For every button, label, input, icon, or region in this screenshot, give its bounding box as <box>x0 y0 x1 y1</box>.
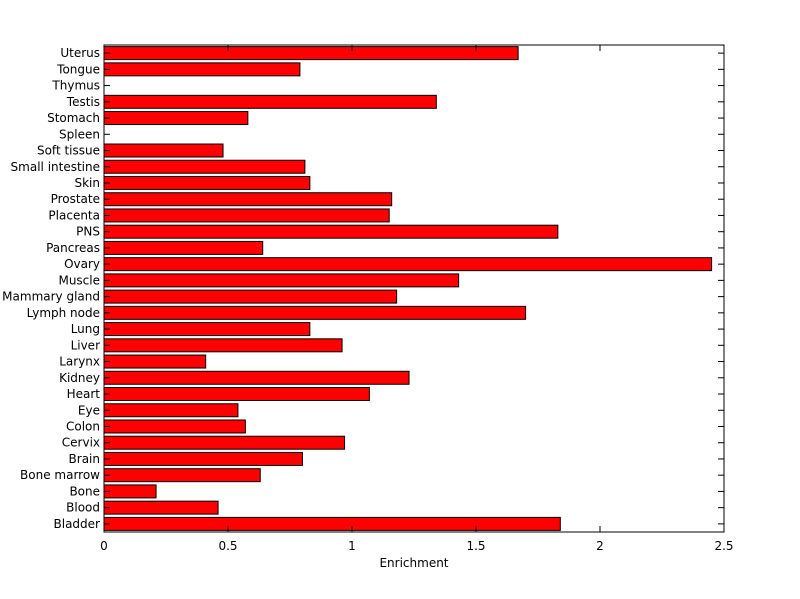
category-label: Larynx <box>59 355 100 369</box>
category-label: Bladder <box>54 517 101 531</box>
category-label: Stomach <box>47 111 100 125</box>
bar-tongue <box>103 62 301 77</box>
category-label: Heart <box>67 387 101 401</box>
category-label: Small intestine <box>11 160 100 174</box>
plot-frame <box>103 44 725 533</box>
bar-uterus <box>103 46 519 61</box>
category-label: Skin <box>74 176 100 190</box>
bar-heart <box>103 387 370 402</box>
bar-cervix <box>103 435 346 450</box>
x-tick-label: 2 <box>596 539 604 553</box>
category-label: Spleen <box>59 127 100 141</box>
bar-liver <box>103 338 343 353</box>
bar-muscle <box>103 273 460 288</box>
bar-skin <box>103 175 311 190</box>
bar-eye <box>103 403 239 418</box>
x-axis-label: Enrichment <box>379 556 448 570</box>
bar-colon <box>103 419 246 434</box>
category-label: Uterus <box>60 46 100 60</box>
x-tick-label: 2.5 <box>714 539 733 553</box>
category-label: PNS <box>76 225 100 239</box>
category-label: Placenta <box>48 208 100 222</box>
category-label: Liver <box>71 338 101 352</box>
category-label: Tongue <box>56 62 100 76</box>
category-label: Thymus <box>51 79 100 93</box>
bar-ovary <box>103 257 713 272</box>
bar-lung <box>103 322 311 337</box>
category-label: Colon <box>66 419 100 433</box>
category-label: Kidney <box>59 371 100 385</box>
category-label: Cervix <box>62 436 100 450</box>
bar-larynx <box>103 354 207 369</box>
category-label: Soft tissue <box>37 144 100 158</box>
bar-lymph-node <box>103 305 527 320</box>
category-labels: Uterus Tongue Thymus Testis Stomach Spleen Sof… <box>2 46 100 531</box>
bar-prostate <box>103 192 393 207</box>
x-tick-label: 0.5 <box>218 539 237 553</box>
x-tick-labels: 0 0.5 1 1.5 2 2.5 <box>100 539 733 553</box>
category-label: Bone <box>69 484 100 498</box>
bar-placenta <box>103 208 390 223</box>
category-label: Pancreas <box>46 241 100 255</box>
bar-soft-tissue <box>103 143 224 158</box>
bar-bone-marrow <box>103 468 261 483</box>
bar-pancreas <box>103 240 264 255</box>
bar-pns <box>103 224 559 239</box>
bar-kidney <box>103 370 410 385</box>
bar-stomach <box>103 111 249 126</box>
bar-mammary-gland <box>103 289 398 304</box>
bars-group <box>103 46 713 531</box>
category-label: Lymph node <box>27 306 100 320</box>
category-label: Lung <box>71 322 100 336</box>
category-label: Blood <box>66 501 100 515</box>
category-label: Mammary gland <box>2 290 100 304</box>
category-label: Brain <box>69 452 100 466</box>
category-label: Bone marrow <box>20 468 100 482</box>
x-tick-label: 1.5 <box>466 539 485 553</box>
x-tick-label: 1 <box>348 539 356 553</box>
x-tick-label: 0 <box>100 539 108 553</box>
category-label: Ovary <box>64 257 100 271</box>
bar-small-intestine <box>103 159 306 174</box>
category-label: Prostate <box>51 192 100 206</box>
category-label: Muscle <box>58 273 100 287</box>
bar-testis <box>103 94 437 109</box>
bar-bladder <box>103 516 561 531</box>
category-label: Testis <box>66 95 100 109</box>
bar-blood <box>103 500 219 515</box>
category-label: Eye <box>78 403 100 417</box>
bar-brain <box>103 451 303 466</box>
bar-bone <box>103 484 157 499</box>
